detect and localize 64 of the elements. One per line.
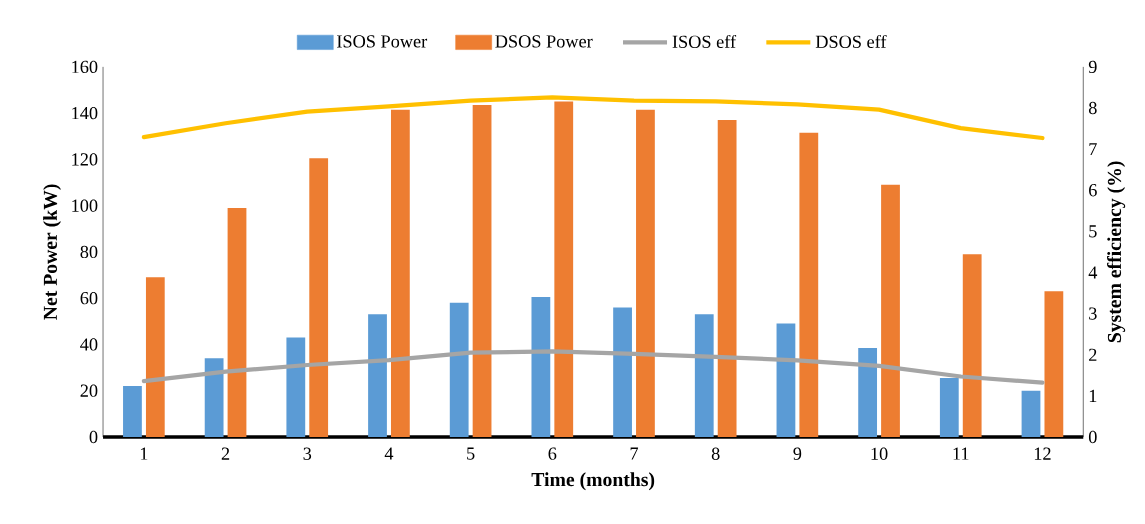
bar — [881, 184, 900, 437]
y-axis-title: Net Power (kW) — [43, 184, 61, 320]
line-series — [141, 349, 1045, 385]
y2-tick-label: 7 — [1089, 143, 1097, 156]
x-tick-label: 6 — [548, 447, 557, 460]
bar — [962, 254, 982, 437]
bar — [799, 132, 819, 437]
x-tick-label: 9 — [793, 447, 802, 460]
y2-tick-label: 9 — [1088, 60, 1097, 74]
bar — [204, 358, 224, 437]
legend-label: ISOS Power — [337, 35, 428, 48]
x-tick-label: 5 — [467, 447, 475, 460]
bar — [449, 302, 469, 437]
x-tick-label: 12 — [1034, 447, 1051, 460]
x-tick-label: 2 — [221, 447, 230, 460]
bar — [554, 101, 574, 437]
x-tick-label: 8 — [711, 447, 720, 460]
x-tick-label: 10 — [871, 447, 888, 460]
y-tick-label: 100 — [72, 199, 98, 212]
y2-tick-label: 3 — [1089, 307, 1097, 320]
y2-tick-label: 8 — [1088, 101, 1097, 115]
bar — [1021, 390, 1041, 437]
y2-tick-label: 6 — [1089, 184, 1097, 197]
y-tick-label: 60 — [80, 292, 98, 305]
legend-label: ISOS eff — [672, 34, 737, 48]
bar — [694, 314, 714, 437]
y2-tick-label: 1 — [1089, 389, 1097, 402]
y-tick-label: 80 — [80, 245, 98, 259]
bar — [531, 297, 551, 437]
y-tick-label: 20 — [80, 384, 98, 397]
bar — [368, 314, 387, 437]
x-tick-label: 1 — [140, 447, 148, 460]
x-tick-label: 11 — [953, 447, 969, 460]
bar — [636, 109, 655, 437]
y-tick-label: 0 — [89, 430, 98, 444]
bar — [776, 323, 796, 437]
y-tick-label: 140 — [72, 106, 98, 120]
y-tick-label: 40 — [80, 338, 98, 351]
bar — [717, 120, 737, 437]
bar — [858, 347, 878, 437]
y2-tick-label: 2 — [1089, 348, 1097, 361]
x-tick-label: 3 — [303, 447, 312, 460]
bar — [145, 277, 165, 437]
y2-tick-label: 5 — [1089, 225, 1097, 238]
x-axis-title: Time (months) — [531, 472, 655, 491]
bar — [1044, 291, 1064, 437]
x-tick-label: 7 — [630, 447, 639, 460]
bar — [390, 109, 410, 437]
bar — [613, 307, 632, 437]
y-tick-label: 160 — [72, 60, 98, 74]
y2-tick-label: 0 — [1088, 430, 1097, 444]
legend-label: DSOS eff — [815, 34, 887, 48]
bar — [227, 207, 247, 437]
legend-label: DSOS Power — [495, 35, 593, 48]
y2-tick-label: 4 — [1088, 266, 1098, 279]
line-series — [141, 95, 1045, 141]
y2-axis-title: System efficiency (%) — [1107, 161, 1126, 343]
bar — [309, 158, 329, 437]
bar — [939, 377, 959, 437]
bar — [286, 337, 306, 437]
bar — [123, 386, 142, 437]
y-tick-label: 120 — [72, 153, 98, 166]
bar — [472, 105, 492, 437]
x-tick-label: 4 — [384, 447, 394, 460]
